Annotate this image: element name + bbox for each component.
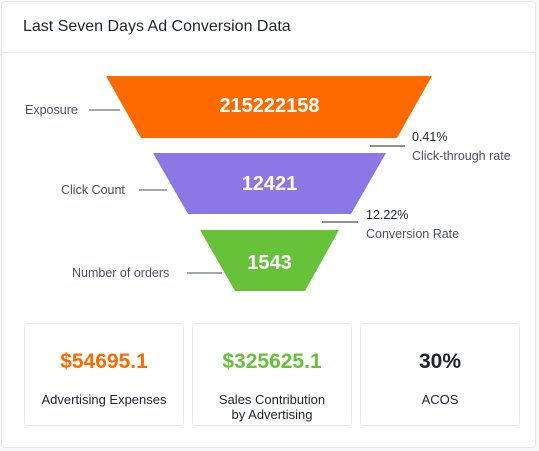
stat-value: 30% <box>418 350 462 373</box>
stat-advertising-expenses: $54695.1 Advertising Expenses <box>24 323 184 426</box>
orders-label: Number of orders <box>72 266 170 280</box>
funnel-stage-exposure <box>106 76 432 138</box>
exposure-value: 215222158 <box>219 95 320 117</box>
click-count-value: 12421 <box>241 173 298 195</box>
stat-label: Sales Contribution by Advertising <box>218 392 326 422</box>
click-through-rate-label: Click-through rate <box>412 149 511 163</box>
click-through-rate-value: 0.41% <box>412 130 448 144</box>
click-count-label: Click Count <box>61 183 125 197</box>
exposure-label: Exposure <box>25 103 78 117</box>
orders-value: 1543 <box>247 252 292 274</box>
stat-label: Advertising Expenses <box>41 392 167 407</box>
stat-label: ACOS <box>421 392 459 407</box>
card-header: Last Seven Days Ad Conversion Data <box>2 2 535 53</box>
conversion-rate-value: 12.22% <box>366 208 409 222</box>
stat-value: $54695.1 <box>60 350 148 373</box>
funnel-stage-click-count <box>153 153 386 214</box>
stat-value: $325625.1 <box>222 350 322 373</box>
card-title: Last Seven Days Ad Conversion Data <box>23 18 291 35</box>
stat-sales-contribution: $325625.1 Sales Contribution by Advertis… <box>192 323 352 426</box>
stat-acos: 30% ACOS <box>360 323 520 426</box>
conversion-rate-label: Conversion Rate <box>366 227 460 241</box>
funnel-stage-orders <box>200 230 339 291</box>
